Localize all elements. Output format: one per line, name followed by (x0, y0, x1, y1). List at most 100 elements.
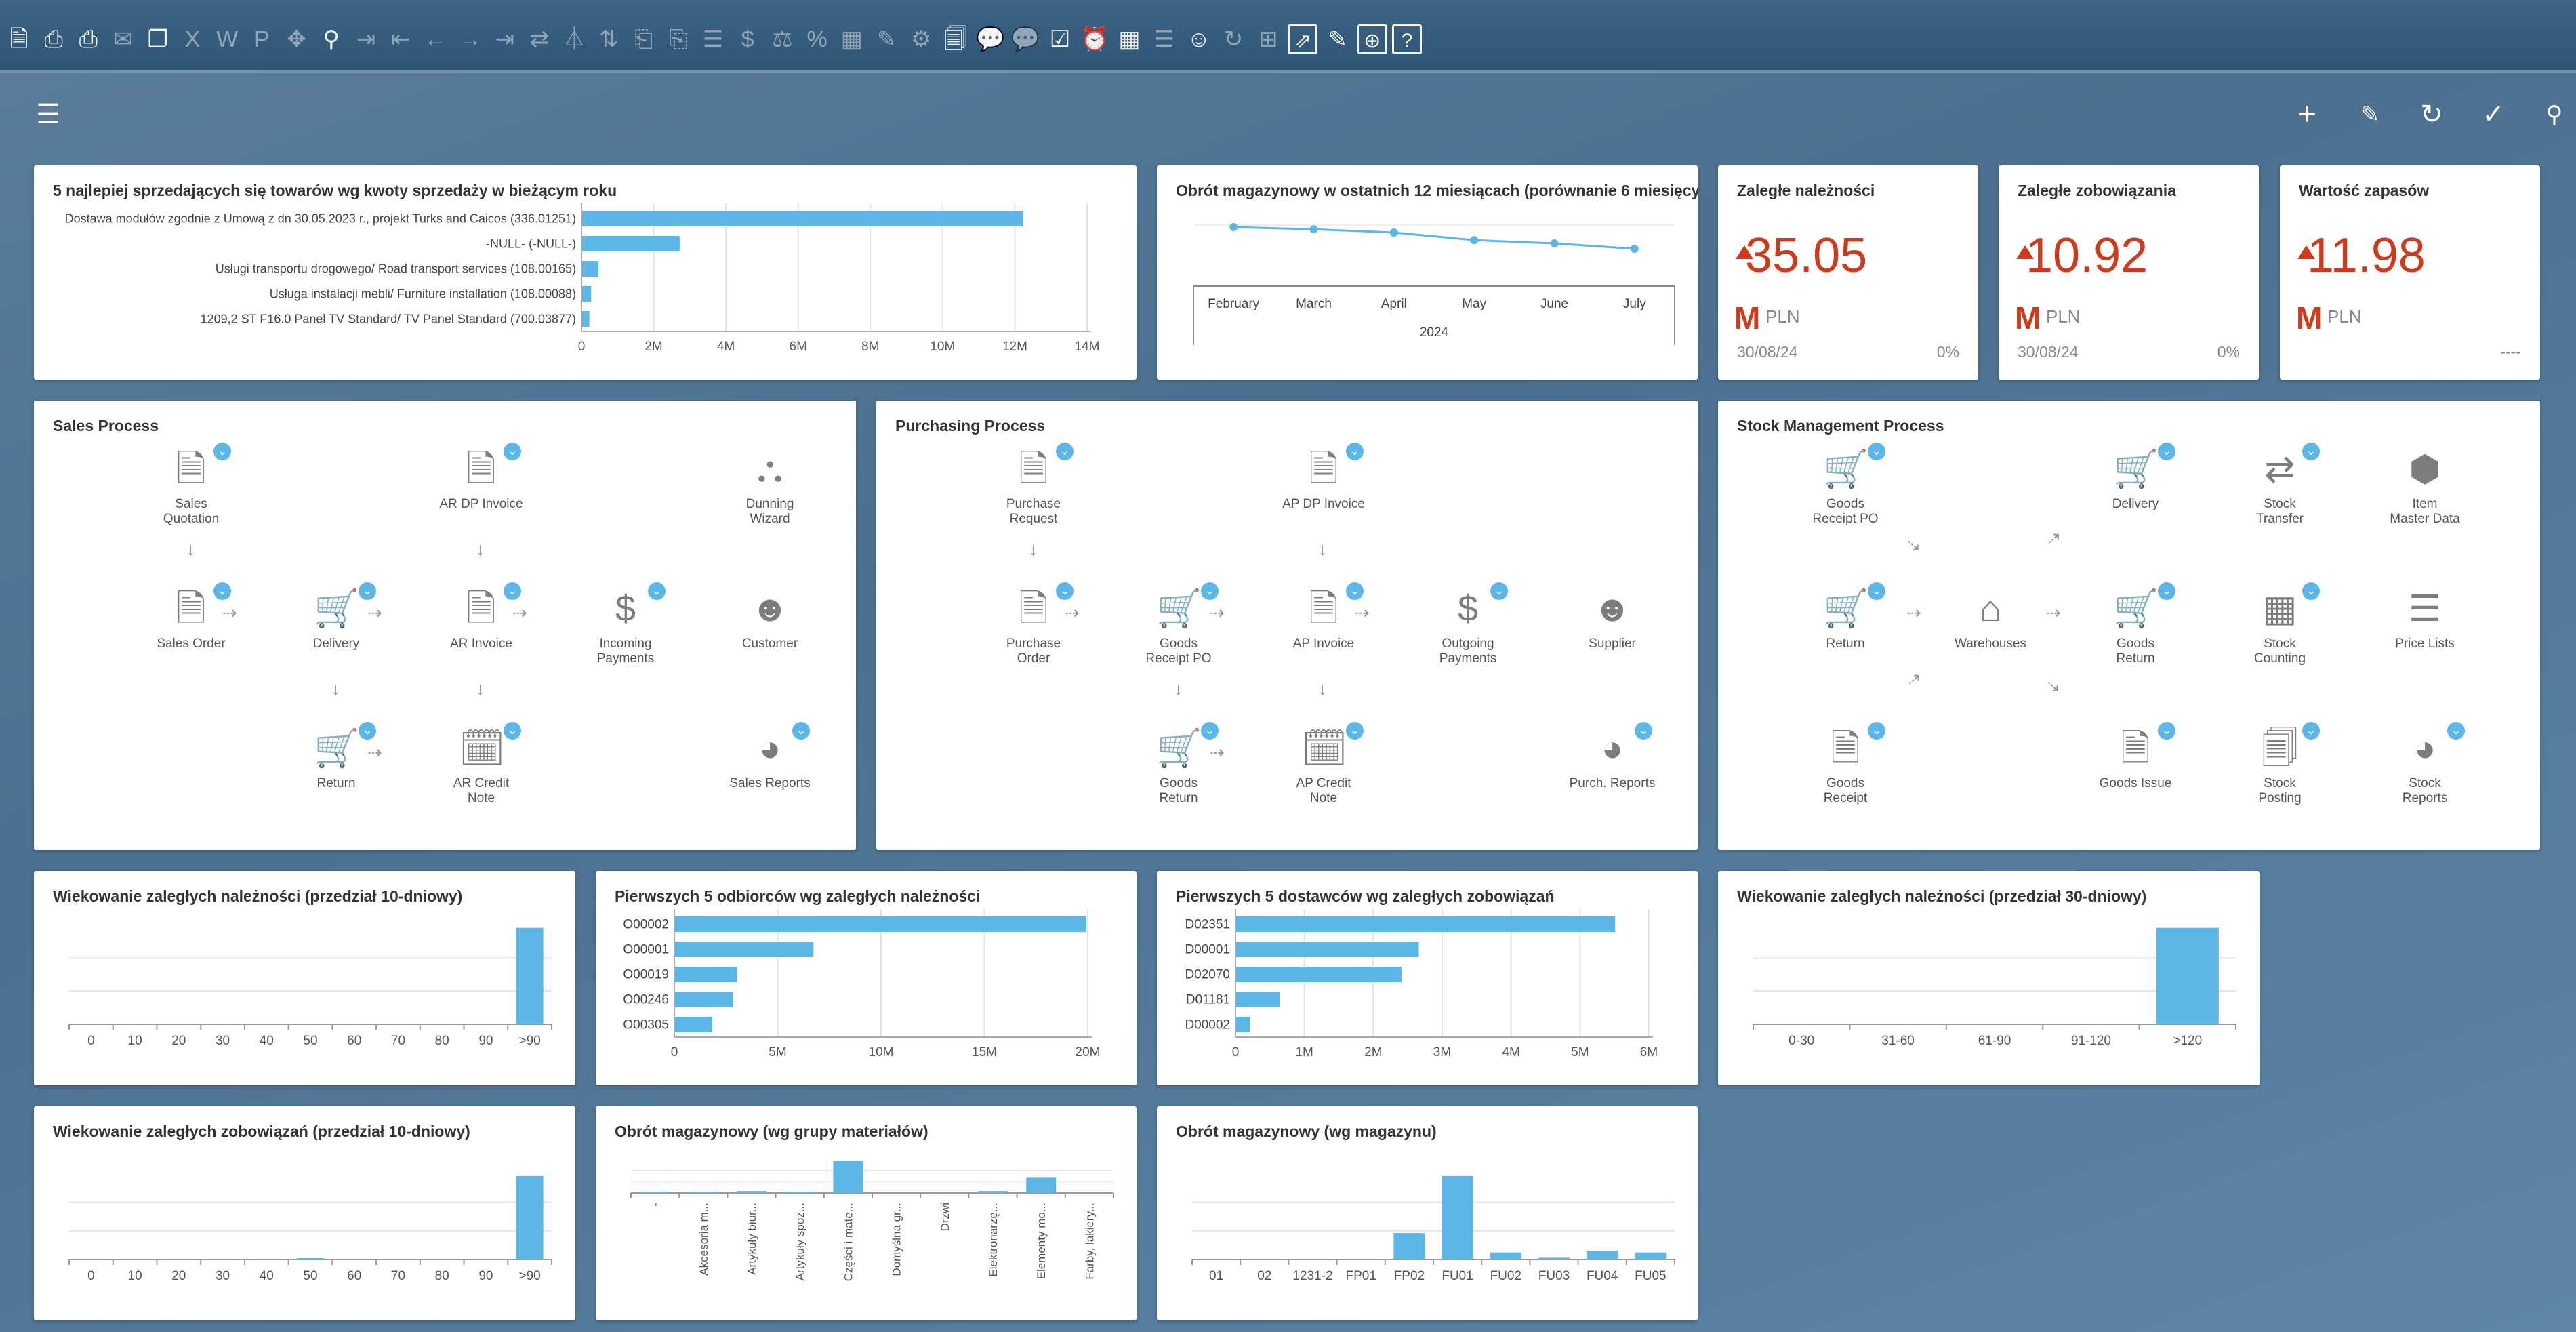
dropdown-chevron-icon[interactable]: ⌄ (2302, 722, 2320, 740)
bar[interactable] (1393, 1233, 1425, 1259)
process-node[interactable]: ▦ ⌄ Stock Counting (2212, 582, 2348, 666)
email-icon[interactable]: ✉ (113, 26, 133, 52)
bar[interactable] (1236, 992, 1280, 1007)
dropdown-chevron-icon[interactable]: ⌄ (1868, 722, 1885, 740)
dropdown-chevron-icon[interactable]: ⌄ (359, 722, 376, 740)
check-icon[interactable]: ✓ (2482, 100, 2505, 129)
process-node[interactable]: ☻ Supplier (1545, 586, 1680, 651)
dropdown-chevron-icon[interactable]: ⌄ (504, 582, 521, 600)
notes-icon[interactable]: ☰ (1153, 26, 1174, 52)
draw-icon[interactable]: ✎ (1328, 26, 1347, 52)
process-node[interactable]: 🗎 ⌄ Sales Quotation (123, 443, 259, 527)
bar[interactable] (1490, 1252, 1521, 1259)
dropdown-chevron-icon[interactable]: ⌄ (504, 443, 521, 460)
bar[interactable] (1236, 1017, 1250, 1032)
process-node[interactable]: 🗎 ⌄ AR Invoice (413, 582, 549, 651)
dropdown-chevron-icon[interactable]: ⌄ (792, 722, 810, 740)
process-node[interactable]: 🗎 ⌄ Purchase Order (966, 582, 1101, 666)
approval-icon[interactable]: ☑ (1049, 26, 1071, 52)
process-node[interactable]: 🗎 ⌄ AP DP Invoice (1256, 443, 1391, 512)
dropdown-chevron-icon[interactable]: ⌄ (1056, 443, 1074, 460)
process-node[interactable]: 🗎 ⌄ Sales Order (123, 582, 259, 651)
goto-icon[interactable]: ⇥ (356, 26, 376, 52)
export-icon[interactable]: ⇗ (1288, 24, 1318, 54)
bar[interactable] (978, 1191, 1008, 1193)
bar[interactable] (2156, 927, 2219, 1024)
window-icon[interactable]: ❐ (147, 26, 169, 52)
data-point[interactable] (1470, 236, 1479, 245)
next-record-icon[interactable]: → (458, 26, 482, 52)
excel-icon[interactable]: X (184, 26, 201, 52)
relationship-icon[interactable]: ↻ (1223, 26, 1244, 52)
dropdown-chevron-icon[interactable]: ⌄ (1201, 722, 1219, 740)
print-icon[interactable]: ⎙ (44, 26, 63, 52)
add-icon[interactable]: + (2297, 96, 2317, 132)
bar[interactable] (1236, 942, 1419, 957)
bar[interactable] (1635, 1252, 1667, 1259)
process-node[interactable]: ◕ ⌄ Stock Reports (2357, 722, 2493, 806)
dropdown-chevron-icon[interactable]: ⌄ (1346, 582, 1364, 600)
bar[interactable] (1236, 967, 1402, 982)
pdf-icon[interactable]: P (254, 26, 270, 52)
customize-icon[interactable]: ⊞ (1258, 26, 1278, 52)
base-document-icon[interactable]: ⎗ (634, 26, 653, 52)
search-icon[interactable]: ⚲ (2546, 102, 2563, 127)
dropdown-chevron-icon[interactable]: ⌄ (2158, 582, 2175, 600)
balance-icon[interactable]: ⚖ (772, 26, 793, 52)
dropdown-chevron-icon[interactable]: ⌄ (2302, 582, 2320, 600)
word-icon[interactable]: W (216, 26, 239, 52)
process-node[interactable]: 🗎 ⌄ AP Invoice (1256, 582, 1391, 651)
dropdown-chevron-icon[interactable]: ⌄ (2158, 722, 2175, 740)
calendar-icon[interactable]: ▦ (1118, 26, 1141, 52)
form-settings-icon[interactable]: 🗐 (944, 26, 968, 52)
settings-icon[interactable]: ⚙ (910, 26, 932, 52)
chat-icon[interactable]: 💬 (1010, 26, 1040, 52)
binoculars-icon[interactable]: ⚲ (323, 26, 340, 52)
data-point[interactable] (1389, 228, 1398, 237)
dropdown-chevron-icon[interactable]: ⌄ (213, 443, 231, 460)
journal-icon[interactable]: ☰ (702, 26, 724, 52)
data-point[interactable] (1229, 223, 1238, 231)
process-node[interactable]: ⌂ Warehouses (1923, 586, 2058, 651)
help-icon[interactable]: ? (1392, 24, 1422, 54)
bar[interactable] (297, 1258, 324, 1259)
data-point[interactable] (1630, 245, 1639, 253)
target-document-icon[interactable]: ⎘ (669, 26, 688, 52)
process-node[interactable]: 🗐 ⌄ Stock Posting (2212, 722, 2348, 806)
process-node[interactable]: ☰ Price Lists (2357, 586, 2493, 651)
print-preview-icon[interactable]: ⎙ (79, 26, 98, 52)
data-point[interactable] (1309, 225, 1318, 234)
bar[interactable] (1026, 1177, 1057, 1193)
process-node[interactable]: 🛒 ⌄ Return (268, 722, 404, 791)
process-node[interactable]: 🛒 ⌄ Goods Receipt PO (1111, 582, 1246, 666)
process-node[interactable]: 🛒 ⌄ Delivery (2068, 443, 2203, 512)
process-node[interactable]: 🛒 ⌄ Delivery (268, 582, 404, 651)
data-point[interactable] (1550, 239, 1559, 247)
dropdown-chevron-icon[interactable]: ⌄ (1635, 722, 1652, 740)
bar[interactable] (675, 1017, 712, 1032)
process-node[interactable]: 🗎 ⌄ Goods Receipt (1778, 722, 1913, 806)
process-node[interactable]: ⛬ Dunning Wizard (702, 447, 838, 527)
gross-profit-icon[interactable]: % (806, 26, 827, 52)
dropdown-chevron-icon[interactable]: ⌄ (2447, 722, 2465, 740)
bar[interactable] (640, 1192, 670, 1193)
process-node[interactable]: ⇄ ⌄ Stock Transfer (2212, 443, 2348, 527)
bar[interactable] (582, 236, 680, 251)
bar[interactable] (582, 311, 590, 327)
bar[interactable] (582, 211, 1023, 226)
bar[interactable] (1236, 916, 1616, 932)
process-node[interactable]: ⬢ Item Master Data (2357, 447, 2493, 527)
dropdown-chevron-icon[interactable]: ⌄ (359, 582, 376, 600)
dropdown-chevron-icon[interactable]: ⌄ (1490, 582, 1508, 600)
process-node[interactable]: $ ⌄ Outgoing Payments (1400, 582, 1536, 666)
process-node[interactable]: 🗎 ⌄ AR DP Invoice (413, 443, 549, 512)
dropdown-chevron-icon[interactable]: ⌄ (1868, 582, 1885, 600)
last-record-icon[interactable]: ⇥ (495, 26, 515, 52)
preview-icon[interactable]: 🗎 (9, 26, 28, 52)
dropdown-chevron-icon[interactable]: ⌄ (1346, 722, 1364, 740)
bar[interactable] (737, 1191, 766, 1193)
process-node[interactable]: 🛒 ⌄ Return (1778, 582, 1913, 651)
process-node[interactable]: 🗎 ⌄ Goods Issue (2068, 722, 2203, 791)
dropdown-chevron-icon[interactable]: ⌄ (2302, 443, 2320, 460)
process-node[interactable]: 🗓 ⌄ AR Credit Note (413, 722, 549, 806)
